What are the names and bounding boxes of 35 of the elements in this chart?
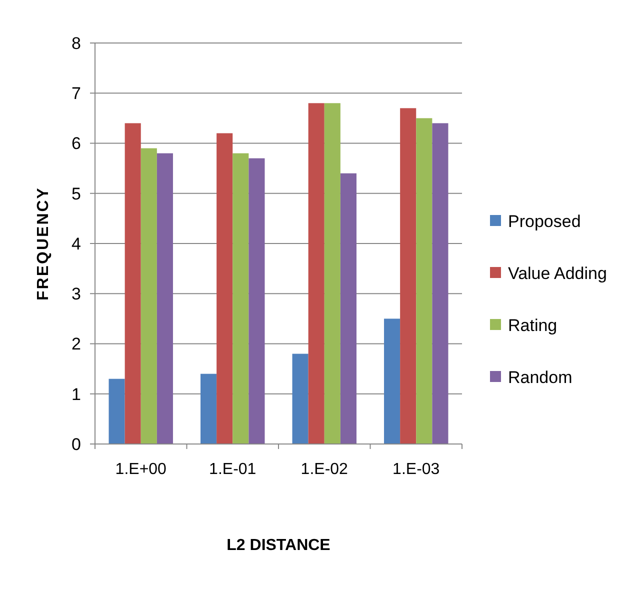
bar [384, 318, 400, 444]
x-tick-label: 1.E-03 [392, 461, 440, 478]
legend-label: Random [508, 368, 572, 387]
y-tick-label: 5 [72, 184, 81, 204]
y-axis-title: FREQUENCY [35, 186, 52, 300]
y-tick-label: 4 [72, 234, 81, 254]
legend-label: Proposed [508, 212, 581, 231]
bar [140, 148, 157, 444]
x-tick-label: 1.E-01 [209, 461, 256, 478]
x-axis-title: L2 DISTANCE [226, 537, 331, 554]
y-tick-label: 7 [72, 84, 81, 104]
y-tick-label: 6 [72, 134, 81, 154]
bar [200, 374, 217, 444]
bar [216, 133, 233, 444]
bar [156, 153, 173, 444]
bar [292, 354, 308, 444]
bar [324, 103, 340, 444]
bar [432, 123, 448, 444]
bar [248, 158, 265, 444]
y-tick-label: 1 [72, 384, 81, 404]
legend-label: Value Adding [508, 264, 607, 283]
legend-label: Rating [508, 316, 558, 335]
bar [416, 118, 432, 444]
bar [340, 173, 356, 444]
bar [124, 123, 141, 444]
bar [400, 108, 416, 444]
x-tick-label: 1.E-02 [300, 461, 348, 478]
bar [108, 378, 125, 444]
y-tick-label: 8 [72, 34, 81, 53]
bar [308, 103, 324, 444]
y-tick-label: 2 [72, 334, 81, 354]
y-tick-label: 0 [72, 434, 81, 454]
bar [232, 153, 249, 444]
x-tick-label: 1.E+00 [115, 461, 167, 478]
y-tick-label: 3 [72, 284, 81, 304]
